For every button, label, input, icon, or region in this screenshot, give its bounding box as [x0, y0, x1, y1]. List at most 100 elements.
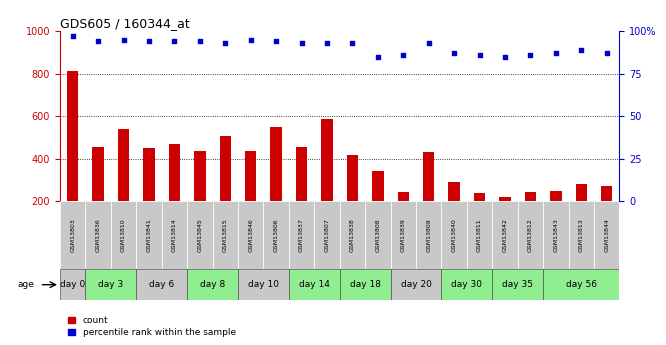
Bar [67, 71, 79, 244]
Bar [263, 201, 289, 269]
Text: GSM13846: GSM13846 [248, 218, 253, 252]
Text: day 14: day 14 [299, 280, 330, 289]
Point [500, 54, 510, 59]
Text: GSM13837: GSM13837 [299, 218, 304, 252]
Bar [569, 201, 594, 269]
Bar [212, 201, 238, 269]
Text: day 10: day 10 [248, 280, 279, 289]
Text: age: age [17, 280, 35, 289]
Bar [442, 269, 492, 300]
Bar [594, 201, 619, 269]
Text: day 35: day 35 [502, 280, 533, 289]
Point [347, 40, 358, 46]
Bar [314, 201, 340, 269]
Text: GSM13836: GSM13836 [96, 218, 101, 252]
Text: GSM13839: GSM13839 [401, 218, 406, 252]
Bar [238, 269, 289, 300]
Text: GSM13806: GSM13806 [274, 218, 278, 252]
Text: GDS605 / 160344_at: GDS605 / 160344_at [60, 17, 190, 30]
Text: GSM13840: GSM13840 [452, 218, 457, 252]
Text: GSM13812: GSM13812 [528, 218, 533, 252]
Bar [111, 201, 137, 269]
Bar [492, 201, 517, 269]
Bar [390, 201, 416, 269]
Text: day 56: day 56 [565, 280, 597, 289]
Point [424, 40, 434, 46]
Bar [575, 184, 587, 244]
Point [551, 50, 561, 56]
Bar [137, 269, 187, 300]
Point [449, 50, 460, 56]
Bar [442, 201, 467, 269]
Bar [118, 129, 129, 244]
Text: GSM13813: GSM13813 [579, 218, 583, 252]
Text: GSM13808: GSM13808 [376, 218, 380, 252]
Text: GSM13844: GSM13844 [604, 218, 609, 252]
Point [271, 39, 282, 44]
Text: day 18: day 18 [350, 280, 380, 289]
Point [576, 47, 587, 52]
Bar [500, 197, 511, 244]
Text: day 0: day 0 [60, 280, 85, 289]
Legend: count, percentile rank within the sample: count, percentile rank within the sample [65, 313, 239, 341]
Bar [85, 201, 111, 269]
Text: day 8: day 8 [200, 280, 225, 289]
Bar [321, 119, 333, 244]
Bar [168, 144, 180, 244]
Bar [60, 269, 85, 300]
Bar [416, 201, 442, 269]
Bar [162, 201, 187, 269]
Point [194, 39, 205, 44]
Bar [601, 186, 612, 244]
Text: GSM13838: GSM13838 [350, 218, 355, 252]
Text: day 20: day 20 [400, 280, 432, 289]
Bar [60, 201, 85, 269]
Bar [289, 201, 314, 269]
Bar [347, 156, 358, 244]
Bar [517, 201, 543, 269]
Bar [270, 127, 282, 244]
Bar [245, 151, 256, 244]
Bar [372, 171, 384, 244]
Text: GSM13842: GSM13842 [502, 218, 507, 252]
Text: GSM13841: GSM13841 [147, 218, 151, 252]
Point [296, 40, 307, 46]
Point [245, 37, 256, 42]
Bar [93, 147, 104, 244]
Bar [340, 201, 365, 269]
Point [67, 33, 78, 39]
Bar [525, 191, 536, 244]
Text: GSM13843: GSM13843 [553, 218, 558, 252]
Point [398, 52, 408, 58]
Bar [474, 193, 486, 244]
Text: day 6: day 6 [149, 280, 174, 289]
Text: GSM13811: GSM13811 [477, 218, 482, 252]
Bar [543, 201, 569, 269]
Bar [398, 191, 409, 244]
Text: GSM13814: GSM13814 [172, 218, 177, 252]
Bar [448, 182, 460, 244]
Text: day 3: day 3 [98, 280, 123, 289]
Bar [365, 201, 390, 269]
Bar [85, 269, 137, 300]
Point [118, 37, 129, 42]
Bar [467, 201, 492, 269]
Text: GSM13803: GSM13803 [70, 218, 75, 252]
Point [601, 50, 612, 56]
Bar [137, 201, 162, 269]
Bar [220, 136, 231, 244]
Point [372, 54, 383, 59]
Bar [296, 147, 307, 244]
Point [169, 39, 180, 44]
Text: GSM13845: GSM13845 [197, 218, 202, 252]
Bar [550, 190, 561, 244]
Text: GSM13815: GSM13815 [222, 218, 228, 252]
Point [144, 39, 155, 44]
Bar [238, 201, 263, 269]
Point [322, 40, 332, 46]
Text: day 30: day 30 [452, 280, 482, 289]
Point [474, 52, 485, 58]
Bar [194, 151, 206, 244]
Bar [187, 269, 238, 300]
Bar [340, 269, 390, 300]
